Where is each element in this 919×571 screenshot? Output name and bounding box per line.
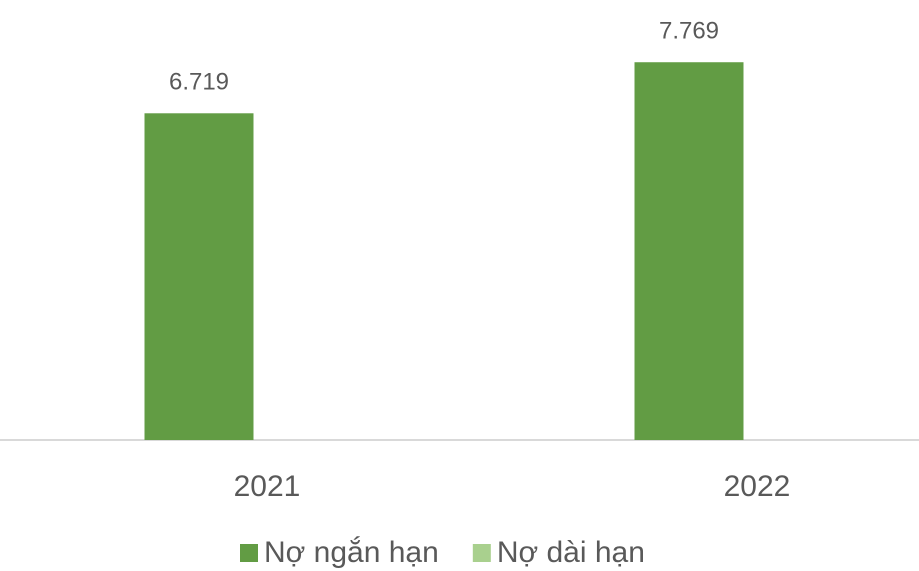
legend-swatch — [240, 544, 258, 562]
bar — [144, 113, 254, 440]
x-tick-label: 2022 — [724, 470, 791, 503]
legend-label: Nợ dài hạn — [497, 536, 645, 569]
legend-swatch — [472, 544, 491, 562]
data-label: 6.719 — [169, 69, 229, 96]
bar — [634, 62, 744, 441]
x-tick-label: 2021 — [234, 470, 301, 503]
data-label: 7.769 — [659, 18, 719, 45]
legend-label: Nợ ngắn hạn — [264, 536, 439, 569]
